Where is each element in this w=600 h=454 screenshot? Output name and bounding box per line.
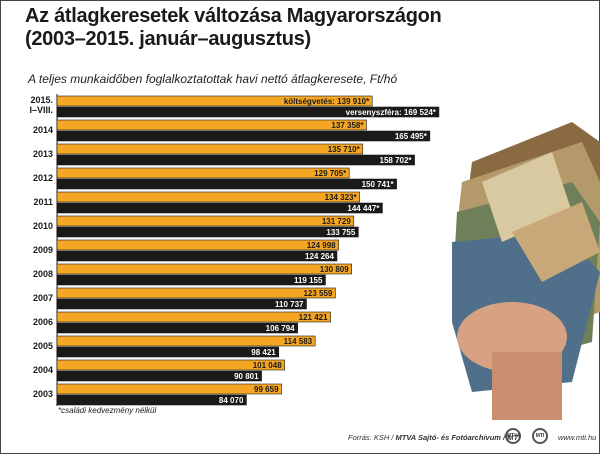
bar-label-dark: 124 264 xyxy=(305,252,334,261)
bar-dark xyxy=(56,346,280,358)
category-label: 2007 xyxy=(33,293,53,303)
bar-label-orange: 121 421 xyxy=(299,313,328,322)
bar-dark xyxy=(56,394,247,406)
bar-orange xyxy=(56,191,360,203)
category-label: 2005 xyxy=(33,341,53,351)
title-line-2: (2003–2015. január–augusztus) xyxy=(25,28,311,50)
money-hand-illustration xyxy=(452,122,600,420)
bar-label-dark: 133 755 xyxy=(326,228,355,237)
title-line-1: Az átlagkeresetek változása Magyarország… xyxy=(25,5,442,27)
bar-label-dark: 119 155 xyxy=(294,276,323,285)
category-label: 2011 xyxy=(33,197,53,207)
bar-orange xyxy=(56,287,336,299)
category-label: 2003 xyxy=(33,389,53,399)
bar-orange xyxy=(56,263,353,275)
bar-label-orange: 123 559 xyxy=(303,289,332,298)
bar-dark xyxy=(56,178,397,190)
bar-label-dark: 106 794 xyxy=(266,324,295,333)
bar-orange xyxy=(56,311,331,323)
footer-website: www.mti.hu xyxy=(558,433,597,442)
category-label: 2014 xyxy=(33,125,53,135)
bar-orange xyxy=(56,143,364,155)
bar-label-orange: költségvetés: 139 910* xyxy=(284,97,370,106)
bar-label-orange: 99 659 xyxy=(254,385,279,394)
bar-label-orange: 131 729 xyxy=(322,217,351,226)
bar-orange xyxy=(56,335,316,347)
category-label: 2004 xyxy=(33,365,53,375)
bar-orange xyxy=(56,167,350,179)
bar-dark xyxy=(56,154,415,166)
bar-label-dark: 144 447* xyxy=(347,204,380,213)
bar-label-dark: 158 702* xyxy=(380,156,413,165)
category-label: 2015. I–VIII. xyxy=(29,95,53,115)
bar-dark xyxy=(56,298,307,310)
bar-orange xyxy=(56,359,285,371)
bar-dark xyxy=(56,202,383,214)
bar-label-dark: 150 741* xyxy=(362,180,395,189)
category-label: 2010 xyxy=(33,221,53,231)
bar-label-orange: 137 358* xyxy=(331,121,364,130)
footer-source: Forrás: KSH / MTVA Sajtó- és Fotóarchívu… xyxy=(348,433,520,442)
bar-dark xyxy=(56,274,326,286)
footer-agency: MTVA Sajtó- és Fotóarchívum / MTI xyxy=(395,433,521,442)
bar-orange xyxy=(56,95,373,107)
bar-label-orange: 130 809 xyxy=(320,265,349,274)
bar-dark xyxy=(56,370,262,382)
bar-label-dark: 84 070 xyxy=(219,396,244,405)
bar-label-dark: 98 421 xyxy=(251,348,276,357)
bar-label-orange: 134 323* xyxy=(325,193,358,202)
bar-label-dark: 90 801 xyxy=(234,372,259,381)
bar-label-orange: 135 710* xyxy=(328,145,361,154)
bar-label-dark: versenyszféra: 169 524* xyxy=(346,108,437,117)
category-label: 2006 xyxy=(33,317,53,327)
chart-title: Az átlagkeresetek változása Magyarország… xyxy=(25,5,445,51)
mtva-logo: MTVA xyxy=(505,428,521,444)
bar-dark xyxy=(56,130,431,142)
bar-label-orange: 124 998 xyxy=(307,241,336,250)
bar-label-orange: 114 583 xyxy=(284,337,313,346)
bar-orange xyxy=(56,215,355,227)
bar-label-dark: 165 495* xyxy=(395,132,428,141)
category-label: 2008 xyxy=(33,269,53,279)
bar-orange xyxy=(56,383,282,395)
chart-subtitle: A teljes munkaidőben foglalkoztatottak h… xyxy=(28,72,398,86)
bar-label-orange: 101 048 xyxy=(253,361,282,370)
bar-label-orange: 129 705* xyxy=(314,169,347,178)
bar-dark xyxy=(56,322,298,334)
category-label: 2009 xyxy=(33,245,53,255)
footer-source-ksh: Forrás: KSH / xyxy=(348,433,396,442)
bar-dark xyxy=(56,250,338,262)
bar-label-dark: 110 737 xyxy=(275,300,304,309)
bar-orange xyxy=(56,239,339,251)
bar-dark xyxy=(56,226,359,238)
footnote: *családi kedvezmény nélkül xyxy=(58,406,157,415)
mti-logo: MTI xyxy=(532,428,548,444)
bar-dark xyxy=(56,106,440,118)
category-label: 2012 xyxy=(33,173,53,183)
category-label: 2013 xyxy=(33,149,53,159)
bar-orange xyxy=(56,119,367,131)
